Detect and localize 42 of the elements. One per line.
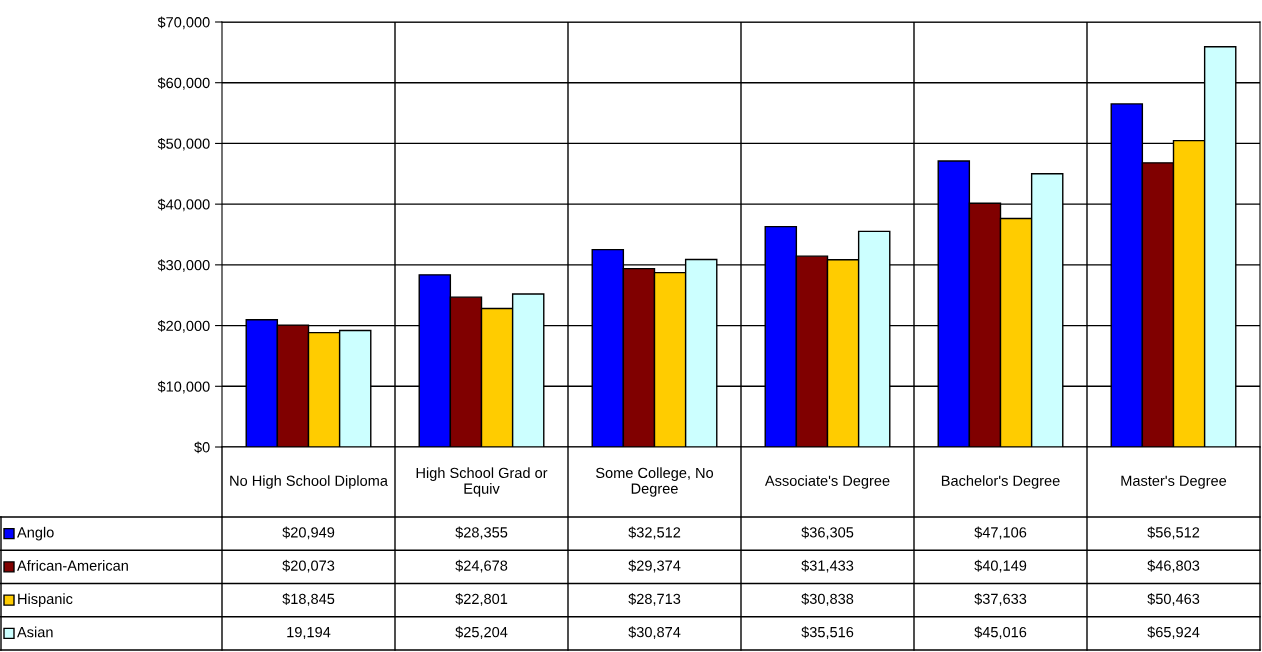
x-tick-label: Some College, No Degree bbox=[595, 467, 714, 497]
data-label: $25,204 bbox=[455, 626, 508, 640]
x-tick-label: High School Grad or Equiv bbox=[416, 467, 548, 497]
y-tick-label: $60,000 bbox=[157, 77, 210, 90]
y-tick-label: $10,000 bbox=[157, 380, 210, 394]
data-label: $18,845 bbox=[282, 593, 335, 606]
y-tick-label: $20,000 bbox=[157, 320, 210, 333]
data-label: $36,305 bbox=[801, 526, 854, 540]
legend-label: Anglo bbox=[17, 526, 54, 541]
y-tick-label: $0 bbox=[194, 441, 210, 454]
data-label: $20,949 bbox=[282, 526, 335, 540]
data-label: $56,512 bbox=[1147, 526, 1200, 540]
x-tick-label: No High School Diploma bbox=[230, 475, 388, 489]
data-label: $46,803 bbox=[1147, 559, 1200, 573]
data-label: $22,801 bbox=[455, 593, 508, 606]
y-tick-label: $30,000 bbox=[157, 259, 210, 273]
x-tick-label: Master's Degree bbox=[1121, 475, 1227, 489]
x-tick-label: Associate's Degree bbox=[764, 475, 890, 489]
data-label: $37,633 bbox=[974, 593, 1027, 606]
y-tick-label: $50,000 bbox=[157, 137, 210, 151]
data-label: $65,924 bbox=[1147, 626, 1200, 640]
y-tick-label: $40,000 bbox=[157, 198, 210, 212]
data-label: $40,149 bbox=[974, 559, 1027, 573]
data-label: 19,194 bbox=[287, 626, 331, 640]
data-label: $45,016 bbox=[974, 626, 1027, 640]
y-tick-label: $70,000 bbox=[157, 16, 210, 30]
data-label: $31,433 bbox=[801, 559, 854, 573]
data-label: $47,106 bbox=[974, 526, 1027, 540]
data-label: $24,678 bbox=[455, 559, 508, 573]
data-label: $35,516 bbox=[801, 626, 854, 640]
data-label: $32,512 bbox=[628, 526, 681, 540]
legend-label: African-American bbox=[17, 560, 128, 571]
legend-label: Asian bbox=[17, 626, 53, 638]
data-label: $20,073 bbox=[282, 559, 335, 573]
data-label: $30,874 bbox=[628, 626, 681, 640]
data-label: $28,713 bbox=[628, 593, 681, 606]
data-label: $50,463 bbox=[1147, 593, 1200, 606]
data-label: $30,838 bbox=[801, 593, 854, 606]
legend-label: Hispanic bbox=[18, 593, 73, 607]
x-tick-label: Bachelor's Degree bbox=[941, 475, 1060, 489]
data-label: $28,355 bbox=[455, 526, 508, 540]
data-label: $29,374 bbox=[628, 559, 681, 573]
